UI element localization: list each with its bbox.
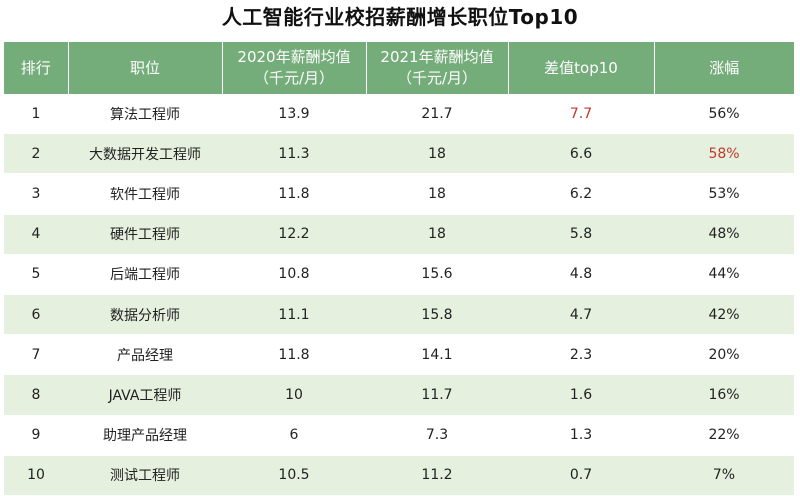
cell-rank: 2 xyxy=(4,133,68,175)
cell-growth: 42% xyxy=(654,294,794,336)
cell-salary-2021: 14.1 xyxy=(366,334,508,376)
cell-salary-2020: 11.8 xyxy=(222,173,366,215)
table-row: 6 数据分析师 11.1 15.8 4.7 42% xyxy=(4,294,794,336)
header-rank: 排行 xyxy=(4,42,69,94)
salary-table: 排行 职位 2020年薪酬均值 （千元/月） 2021年薪酬均值 （千元/月） … xyxy=(4,42,794,496)
cell-salary-2020: 10 xyxy=(222,374,366,416)
cell-growth: 48% xyxy=(654,214,794,255)
cell-position: 产品经理 xyxy=(68,334,222,376)
cell-growth: 16% xyxy=(654,374,794,416)
header-growth: 涨幅 xyxy=(654,42,794,94)
cell-rank: 9 xyxy=(4,415,68,456)
table-row: 9 助理产品经理 6 7.3 1.3 22% xyxy=(4,415,794,456)
header-salary-2021: 2021年薪酬均值 （千元/月） xyxy=(366,42,509,94)
cell-diff: 4.8 xyxy=(508,254,654,295)
cell-salary-2021: 18 xyxy=(366,133,508,175)
page-title: 人工智能行业校招薪酬增长职位Top10 xyxy=(221,5,579,29)
cell-growth: 20% xyxy=(654,334,794,376)
cell-rank: 6 xyxy=(4,294,68,336)
header-position: 职位 xyxy=(68,42,223,94)
table-row: 5 后端工程师 10.8 15.6 4.8 44% xyxy=(4,254,794,295)
cell-salary-2020: 11.1 xyxy=(222,294,366,336)
cell-salary-2020: 12.2 xyxy=(222,214,366,255)
table-row: 2 大数据开发工程师 11.3 18 6.6 58% xyxy=(4,133,794,175)
header-diff: 差值top10 xyxy=(508,42,655,94)
cell-diff: 6.6 xyxy=(508,133,654,175)
cell-position: 硬件工程师 xyxy=(68,214,222,255)
cell-position: 软件工程师 xyxy=(68,173,222,215)
cell-rank: 10 xyxy=(4,455,68,496)
cell-diff: 0.7 xyxy=(508,455,654,496)
table-header-row: 排行 职位 2020年薪酬均值 （千元/月） 2021年薪酬均值 （千元/月） … xyxy=(4,42,794,94)
cell-growth: 58% xyxy=(654,133,794,175)
cell-salary-2020: 13.9 xyxy=(222,94,366,135)
cell-diff: 1.6 xyxy=(508,374,654,416)
cell-growth: 44% xyxy=(654,254,794,295)
cell-salary-2021: 18 xyxy=(366,173,508,215)
header-salary-2020: 2020年薪酬均值 （千元/月） xyxy=(222,42,367,94)
table-body: 1 算法工程师 13.9 21.7 7.7 56% 2 大数据开发工程师 11.3 18 6.6 58… xyxy=(4,94,794,496)
cell-salary-2021: 18 xyxy=(366,214,508,255)
cell-salary-2020: 11.3 xyxy=(222,133,366,175)
cell-rank: 3 xyxy=(4,173,68,215)
cell-position: 数据分析师 xyxy=(68,294,222,336)
cell-salary-2021: 21.7 xyxy=(366,94,508,135)
table-row: 7 产品经理 11.8 14.1 2.3 20% xyxy=(4,334,794,376)
cell-position: JAVA工程师 xyxy=(68,374,222,416)
cell-salary-2020: 6 xyxy=(222,415,366,456)
cell-salary-2021: 15.6 xyxy=(366,254,508,295)
table-row: 3 软件工程师 11.8 18 6.2 53% xyxy=(4,173,794,215)
cell-growth: 7% xyxy=(654,455,794,496)
cell-growth: 53% xyxy=(654,173,794,215)
cell-salary-2021: 7.3 xyxy=(366,415,508,456)
cell-rank: 5 xyxy=(4,254,68,295)
table-row: 10 测试工程师 10.5 11.2 0.7 7% xyxy=(4,455,794,496)
cell-salary-2021: 15.8 xyxy=(366,294,508,336)
cell-growth: 22% xyxy=(654,415,794,456)
cell-position: 大数据开发工程师 xyxy=(68,133,222,175)
cell-rank: 4 xyxy=(4,214,68,255)
cell-diff: 6.2 xyxy=(508,173,654,215)
cell-diff: 4.7 xyxy=(508,294,654,336)
cell-salary-2020: 10.8 xyxy=(222,254,366,295)
cell-position: 后端工程师 xyxy=(68,254,222,295)
cell-position: 助理产品经理 xyxy=(68,415,222,456)
cell-diff: 5.8 xyxy=(508,214,654,255)
cell-position: 测试工程师 xyxy=(68,455,222,496)
cell-growth: 56% xyxy=(654,94,794,135)
cell-salary-2020: 10.5 xyxy=(222,455,366,496)
cell-position: 算法工程师 xyxy=(68,94,222,135)
cell-salary-2021: 11.7 xyxy=(366,374,508,416)
table-row: 8 JAVA工程师 10 11.7 1.6 16% xyxy=(4,374,794,416)
cell-salary-2020: 11.8 xyxy=(222,334,366,376)
cell-salary-2021: 11.2 xyxy=(366,455,508,496)
cell-rank: 8 xyxy=(4,374,68,416)
cell-diff: 1.3 xyxy=(508,415,654,456)
table-row: 1 算法工程师 13.9 21.7 7.7 56% xyxy=(4,94,794,135)
table-row: 4 硬件工程师 12.2 18 5.8 48% xyxy=(4,214,794,255)
cell-diff: 2.3 xyxy=(508,334,654,376)
cell-rank: 7 xyxy=(4,334,68,376)
cell-rank: 1 xyxy=(4,94,68,135)
cell-diff: 7.7 xyxy=(508,94,654,135)
